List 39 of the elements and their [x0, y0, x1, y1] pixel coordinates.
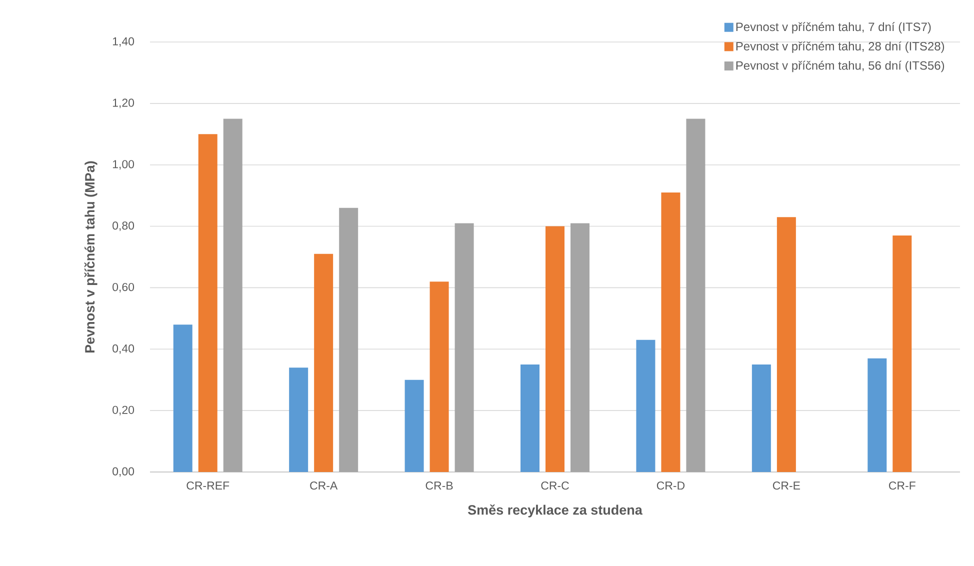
x-tick-label: CR-E — [772, 482, 800, 490]
bar — [198, 134, 218, 472]
bar — [892, 235, 912, 472]
bar — [454, 223, 474, 472]
y-axis-title: Pevnost v příčném tahu (MPa) — [84, 161, 98, 352]
bar — [173, 324, 192, 472]
bar — [661, 192, 680, 472]
bar — [570, 223, 590, 472]
x-tick-label: CR-A — [310, 482, 338, 490]
bar — [546, 226, 564, 472]
y-tick-label: 1,00 — [112, 160, 134, 170]
bar — [868, 358, 887, 472]
x-tick-label: CR-C — [541, 482, 569, 490]
x-tick-label: CR-F — [888, 482, 916, 490]
bar — [520, 364, 540, 472]
x-tick-label: CR-D — [656, 482, 685, 490]
y-tick-label: 0,40 — [112, 344, 134, 354]
bar — [404, 380, 424, 472]
y-tick-label: 0,00 — [112, 467, 134, 477]
bar — [289, 368, 308, 472]
legend-label: Pevnost v příčném tahu, 56 dní (ITS56) — [736, 60, 944, 72]
legend-label: Pevnost v příčném tahu, 28 dní (ITS28) — [736, 41, 944, 53]
bar — [776, 217, 796, 472]
x-tick-label: CR-REF — [186, 482, 230, 490]
bar — [314, 254, 334, 472]
bar — [752, 364, 771, 472]
bar — [636, 340, 656, 472]
legend-label: Pevnost v příčném tahu, 7 dní (ITS7) — [736, 22, 931, 34]
y-tick-label: 1,20 — [112, 98, 134, 108]
y-tick-label: 0,80 — [112, 222, 134, 232]
x-tick-label: CR-B — [426, 482, 453, 490]
y-tick-label: 1,40 — [112, 37, 134, 47]
bar — [339, 208, 358, 472]
y-tick-label: 0,20 — [112, 406, 134, 416]
bar — [223, 118, 242, 472]
x-axis-title: Směs recyklace za studena — [468, 504, 642, 518]
bar — [430, 282, 449, 472]
y-tick-label: 0,60 — [112, 282, 134, 292]
bar — [686, 118, 706, 472]
